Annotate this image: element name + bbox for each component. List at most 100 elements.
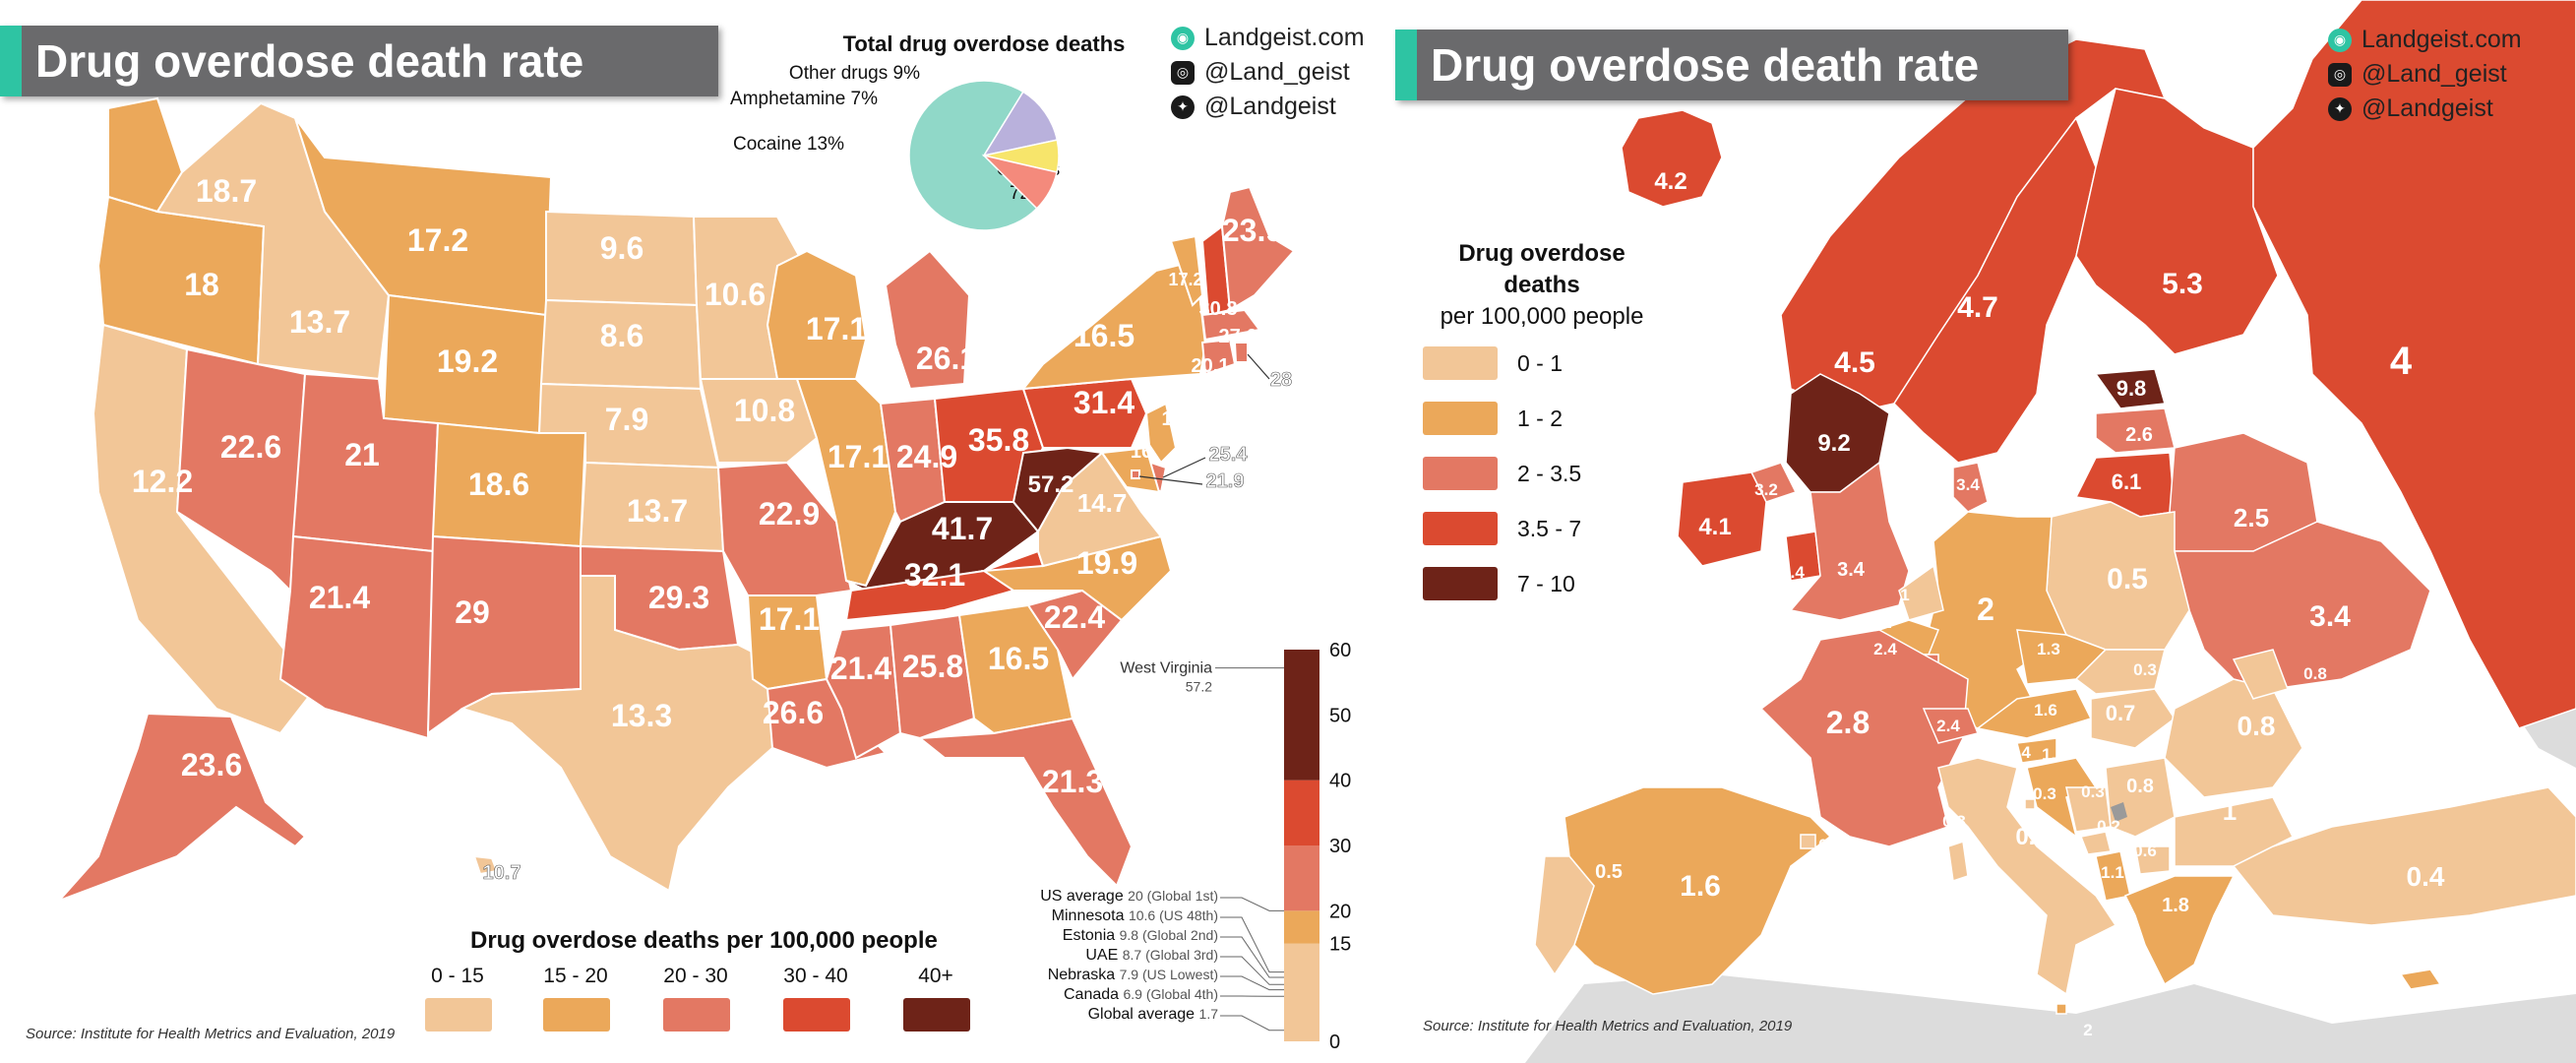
country-ukraine[interactable] [2174, 521, 2431, 690]
country-finland[interactable] [2075, 88, 2279, 355]
country-france[interactable] [1759, 629, 1969, 847]
eu-panel: 4.2 4.5 4.7 5.3 4 9.8 2.6 6.1 3.4 9.2 3.2 4.1 5.4 3.4… [1387, 0, 2576, 1063]
state-vermont[interactable] [1169, 234, 1204, 307]
country-moldova[interactable] [2232, 649, 2289, 700]
legend-swatch [1423, 346, 1498, 380]
scale-tick: 30 [1329, 836, 1351, 857]
country-malta[interactable] [2055, 1003, 2067, 1015]
eu-social: ◉ Landgeist.com ◎ @Land_geist ✦ @Landgeist [2328, 26, 2522, 123]
color-scale: 60 50 40 30 20 15 0 West Virginia 57.2 [1120, 640, 1351, 1053]
state-alaska[interactable] [58, 712, 307, 902]
state-label-georgia: 16.5 [988, 641, 1049, 676]
country-croatia[interactable] [2026, 757, 2098, 839]
state-new-jersey[interactable] [1144, 402, 1178, 465]
social-twitter[interactable]: ✦ @Landgeist [2328, 94, 2522, 123]
state-hawaii[interactable] [472, 854, 499, 876]
state-label-idaho: 13.7 [289, 304, 350, 340]
country-slovakia[interactable] [2074, 649, 2166, 695]
country-slovenia[interactable] [2016, 737, 2057, 764]
country-romania[interactable] [2164, 678, 2303, 798]
country-label-serbia: 0.8 [2126, 776, 2154, 797]
scale-band [1284, 650, 1319, 781]
comparison-row: Canada 6.9 (Global 4th) [1064, 986, 1218, 1004]
country-latvia[interactable] [2095, 407, 2176, 454]
country-montenegro[interactable] [2079, 831, 2112, 855]
state-south-carolina[interactable] [1026, 589, 1124, 681]
comparison-name: Canada [1064, 986, 1124, 1003]
social-site[interactable]: ◉ Landgeist.com [1171, 24, 1365, 52]
state-alabama[interactable] [889, 613, 976, 740]
country-label-greece: 1.8 [2162, 895, 2189, 916]
leader-line [1162, 457, 1206, 478]
state-maine[interactable] [1220, 185, 1296, 312]
country-corsica[interactable] [1947, 841, 1969, 882]
country-greece[interactable] [2123, 875, 2236, 986]
state-missouri[interactable] [716, 461, 853, 596]
state-nevada[interactable] [175, 347, 307, 594]
comparison-name: UAE [1085, 947, 1123, 964]
comparison-leader [1220, 916, 1284, 973]
state-texas[interactable] [460, 575, 774, 893]
state-label-utah: 21 [344, 437, 380, 472]
us-title: Drug overdose death rate [35, 35, 584, 87]
country-label-bosnia: 0.3 [2081, 782, 2105, 801]
site-label: Landgeist.com [1204, 24, 1365, 51]
pie-label-cocaine: Cocaine 13% [733, 134, 844, 155]
country-label-scotland: 9.2 [1817, 430, 1850, 457]
country-hungary[interactable] [2090, 688, 2177, 749]
country-andorra[interactable] [1800, 834, 1816, 849]
state-rhode-island[interactable] [1233, 342, 1249, 363]
country-portugal[interactable] [1534, 855, 1595, 976]
state-florida[interactable] [917, 717, 1134, 888]
country-north-macedonia[interactable] [2134, 845, 2171, 875]
country-estonia[interactable] [2094, 368, 2166, 409]
country-denmark[interactable] [1952, 462, 1989, 513]
eu-legend-title-l2: deaths [1503, 272, 1580, 298]
state-arizona[interactable] [278, 534, 435, 740]
country-cyprus[interactable] [2399, 969, 2442, 990]
country-russia[interactable] [2252, 0, 2576, 729]
comparison-leader [1220, 956, 1284, 985]
state-connecticut[interactable] [1200, 338, 1237, 376]
country-iceland[interactable] [1621, 109, 1723, 208]
social-twitter[interactable]: ✦ @Landgeist [1171, 93, 1365, 121]
country-label-spain: 1.6 [1680, 870, 1721, 903]
country-italy[interactable] [1937, 757, 2117, 996]
state-label-nevada: 22.6 [220, 429, 281, 465]
state-district-of-columbia[interactable] [1131, 469, 1140, 479]
pie-chart: Total drug overdose deathsOpioids72%Coca… [730, 31, 1125, 231]
globe-icon: ◉ [2328, 28, 2352, 52]
country-label-finland: 5.3 [2162, 268, 2203, 300]
country-switzerland[interactable] [1922, 708, 1980, 744]
twitter-label: @Landgeist [2361, 94, 2493, 122]
site-label: Landgeist.com [2361, 26, 2522, 53]
country-turkey[interactable] [2232, 786, 2576, 926]
country-label-bulgaria: 1 [2223, 796, 2237, 826]
leader-line [1138, 475, 1203, 485]
country-ireland[interactable] [1677, 471, 1767, 567]
pie-label-amphetamine: Amphetamine 7% [730, 89, 878, 109]
state-label-kentucky: 41.7 [932, 511, 993, 546]
country-label-russia: 4 [2390, 340, 2413, 383]
legend-label: 0 - 15 [431, 965, 484, 987]
country-netherlands[interactable] [1898, 564, 1944, 621]
country-england[interactable] [1789, 461, 1910, 621]
state-michigan[interactable] [884, 249, 971, 391]
country-san-marino[interactable] [2024, 798, 2036, 810]
legend-label: 40+ [918, 965, 953, 987]
country-label-italy: 0.9 [2015, 824, 2048, 850]
scale-tick: 50 [1329, 705, 1351, 726]
pie-slice-other-drugs [981, 154, 1058, 210]
instagram-label: @Land_geist [1204, 58, 1350, 86]
country-label-slovenia: 1.4 [2007, 743, 2031, 762]
social-instagram[interactable]: ◎ @Land_geist [2328, 60, 2522, 89]
country-austria[interactable] [1976, 688, 2093, 739]
country-label-romania: 0.8 [2238, 711, 2276, 741]
state-label-ohio: 35.8 [968, 422, 1029, 458]
legend-label: 20 - 30 [663, 965, 728, 987]
social-instagram[interactable]: ◎ @Land_geist [1171, 58, 1365, 87]
state-massachusetts[interactable] [1200, 308, 1261, 342]
social-site[interactable]: ◉ Landgeist.com [2328, 26, 2522, 54]
legend-swatch [663, 998, 730, 1032]
us-source: Source: Institute for Health Metrics and… [26, 1026, 396, 1042]
